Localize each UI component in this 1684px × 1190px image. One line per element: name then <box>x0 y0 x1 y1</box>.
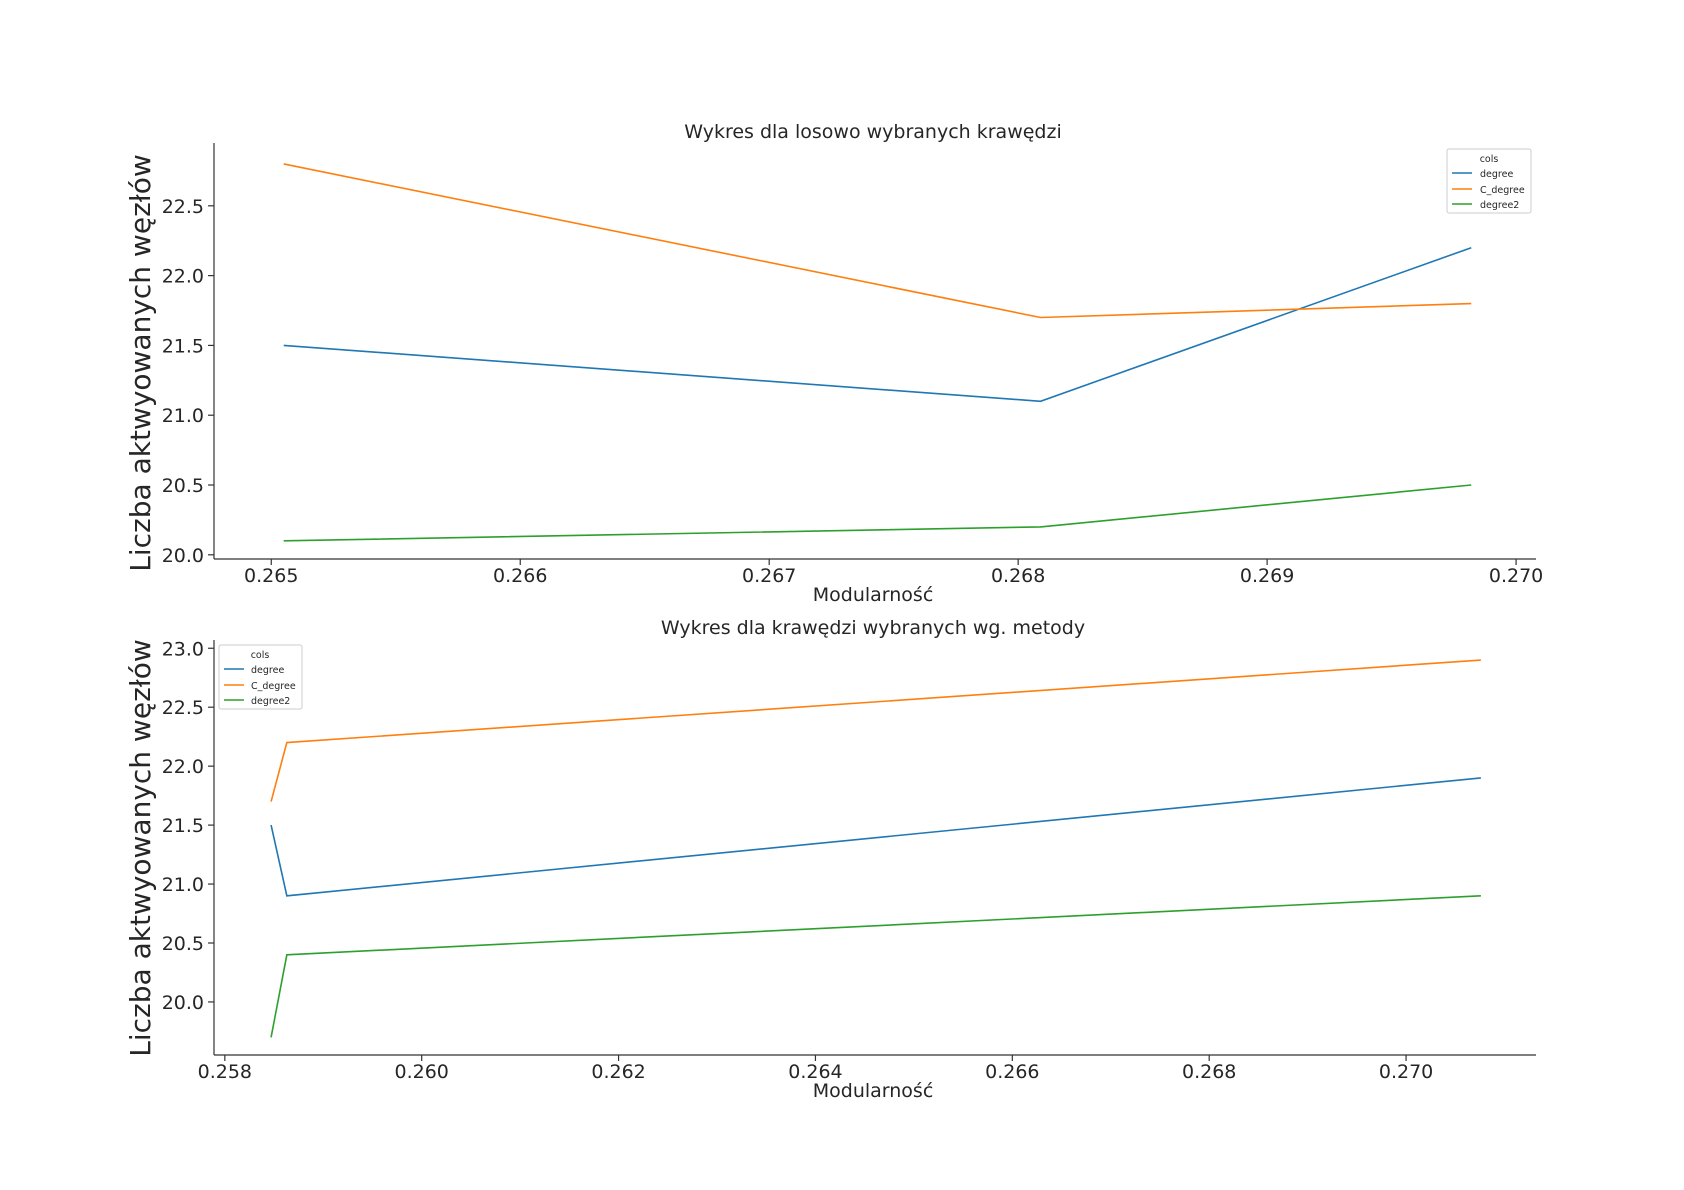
y-tick-label: 22.5 <box>162 697 204 719</box>
x-tick-label: 0.269 <box>1240 565 1294 587</box>
y-tick-label: 22.0 <box>162 266 204 288</box>
legend-box <box>218 644 303 710</box>
x-tick-label: 0.258 <box>198 1061 252 1083</box>
x-tick-label: 0.266 <box>493 565 547 587</box>
y-tick-label: 21.0 <box>162 405 204 427</box>
y-tick-label: 21.5 <box>162 815 204 837</box>
y-tick-label: 23.0 <box>162 638 204 660</box>
legend: cols degree C_degree degree2 <box>218 644 303 710</box>
legend-box <box>1446 148 1532 214</box>
series-line-c-degree <box>283 163 1472 319</box>
series-line-degree <box>283 246 1472 403</box>
chart-title: Wykres dla krawędzi wybranych wg. metody <box>661 617 1085 639</box>
x-tick-label: 0.270 <box>1379 1061 1433 1083</box>
series-line-c-degree <box>270 659 1481 802</box>
y-tick-label: 22.0 <box>162 756 204 778</box>
x-tick-label: 0.267 <box>742 565 796 587</box>
y-tick-label: 20.5 <box>162 475 204 497</box>
chart-title: Wykres dla losowo wybranych krawędzi <box>684 121 1062 143</box>
tick-layer: 0.258 0.260 0.262 0.264 0.266 0.268 0.270 20.0 2… <box>162 638 1434 1083</box>
legend-label-degree: degree <box>1480 169 1513 180</box>
x-tick-label: 0.268 <box>1182 1061 1236 1083</box>
x-tick-label: 0.266 <box>985 1061 1039 1083</box>
y-axis-label: Liczba aktwyowanych węzłów <box>124 154 157 571</box>
series-layer <box>270 659 1481 1038</box>
x-axis-label: Modularność <box>813 584 934 606</box>
legend-title: cols <box>251 650 270 661</box>
x-tick-label: 0.264 <box>788 1061 842 1083</box>
series-line-degree2 <box>270 895 1481 1038</box>
y-tick-label: 20.5 <box>162 933 204 955</box>
chart-random-edges: Wykres dla losowo wybranych krawędzi Mod… <box>124 121 1543 606</box>
legend-label-c-degree: C_degree <box>1480 185 1525 196</box>
x-tick-label: 0.260 <box>394 1061 448 1083</box>
legend-label-c-degree: C_degree <box>251 681 296 692</box>
legend-title: cols <box>1480 154 1499 165</box>
y-tick-label: 22.5 <box>162 196 204 218</box>
series-line-degree2 <box>283 484 1472 542</box>
x-tick-label: 0.265 <box>244 565 298 587</box>
chart-method-edges: Wykres dla krawędzi wybranych wg. metody… <box>124 617 1536 1102</box>
legend-label-degree2: degree2 <box>1480 200 1519 211</box>
x-tick-label: 0.262 <box>591 1061 645 1083</box>
tick-layer: 0.265 0.266 0.267 0.268 0.269 0.270 20.0 20.5 21… <box>162 196 1544 587</box>
y-tick-label: 20.0 <box>162 545 204 567</box>
y-tick-label: 20.0 <box>162 992 204 1014</box>
x-tick-label: 0.270 <box>1489 565 1543 587</box>
x-tick-label: 0.268 <box>991 565 1045 587</box>
y-tick-label: 21.5 <box>162 335 204 357</box>
series-layer <box>283 163 1472 542</box>
legend: cols degree C_degree degree2 <box>1446 148 1532 214</box>
legend-label-degree2: degree2 <box>251 696 290 707</box>
y-tick-label: 21.0 <box>162 874 204 896</box>
series-line-degree <box>270 777 1481 897</box>
x-axis-label: Modularność <box>813 1080 934 1102</box>
legend-label-degree: degree <box>251 665 284 676</box>
y-axis-label: Liczba aktwyowanych węzłów <box>124 639 157 1056</box>
